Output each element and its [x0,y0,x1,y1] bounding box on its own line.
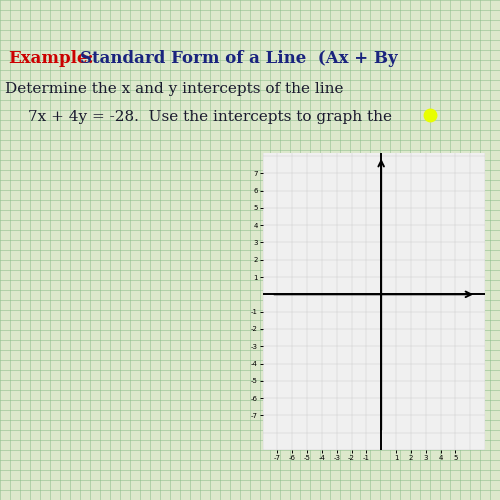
Text: Standard Form of a Line  (Ax + By: Standard Form of a Line (Ax + By [80,50,398,67]
Text: Example:: Example: [8,50,93,67]
Text: Determine the x and y intercepts of the line: Determine the x and y intercepts of the … [5,82,344,96]
Text: 7x + 4y = -28.  Use the intercepts to graph the: 7x + 4y = -28. Use the intercepts to gra… [28,110,392,124]
